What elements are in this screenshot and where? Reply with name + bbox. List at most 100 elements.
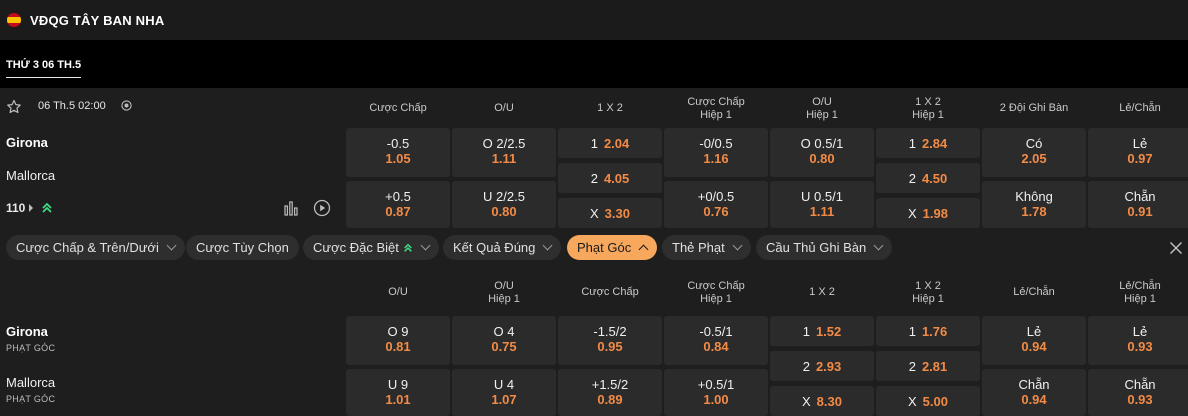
filter-special-bets[interactable]: Cược Đặc Biệt [303, 235, 439, 260]
odds-value: 2.84 [921, 135, 948, 151]
odds-cell[interactable]: 1 1.76 [876, 316, 980, 346]
outcome-label: Chẵn [1124, 189, 1156, 204]
odds-value: 8.30 [816, 393, 842, 409]
column-header: O/U Hiệp 1 [806, 96, 838, 121]
odds-cell[interactable]: 1 2.04 [558, 128, 662, 158]
spain-flag-icon [7, 13, 21, 27]
odds-cell[interactable]: 2 4.05 [558, 163, 662, 193]
odds-cell[interactable]: -0/0.5 1.16 [664, 128, 768, 177]
odds-cell[interactable]: 2 4.50 [876, 163, 980, 193]
odds-cell[interactable]: O 9 0.81 [346, 316, 450, 365]
chevron-down-icon [166, 240, 177, 251]
odds-cell[interactable]: Chẵn 0.94 [982, 369, 1086, 416]
column-header: Lẻ/Chẵn [1013, 286, 1055, 298]
league-header: VĐQG TÂY BAN NHA [0, 0, 1188, 40]
outcome-label: 1 [802, 323, 810, 339]
filter-bookings[interactable]: Thẻ Phạt [662, 235, 751, 260]
odds-cell[interactable]: Lẻ 0.93 [1088, 316, 1188, 365]
stats-icon[interactable] [283, 200, 299, 216]
odds-cell[interactable]: 1 1.52 [770, 316, 874, 346]
close-icon[interactable] [1169, 241, 1183, 255]
odds-cell[interactable]: X 8.30 [770, 386, 874, 416]
filter-label: Cược Đặc Biệt [313, 240, 399, 255]
odds-cell[interactable]: Lẻ 0.97 [1088, 128, 1188, 177]
outcome-label: +1.5/2 [591, 377, 629, 392]
odds-value: 2.05 [1021, 151, 1047, 166]
league-title: VĐQG TÂY BAN NHA [30, 12, 165, 28]
outcome-label: 1 [590, 135, 598, 151]
column-header: Cược Chấp Hiệp 1 [687, 96, 745, 121]
date-tab[interactable]: THỨ 3 06 TH.5 [6, 59, 82, 78]
home-team: Girona [6, 135, 48, 150]
odds-cell[interactable]: -1.5/2 0.95 [558, 316, 662, 365]
outcome-label: 2 [590, 170, 598, 186]
odds-cell[interactable]: +1.5/2 0.89 [558, 369, 662, 416]
odds-value: 0.93 [1127, 339, 1153, 354]
odds-cell[interactable]: Chẵn 0.91 [1088, 181, 1188, 228]
odds-cell[interactable]: +0.5/1 1.00 [664, 369, 768, 416]
more-markets-button[interactable]: 110 [6, 201, 53, 215]
outcome-label: U 4 [493, 377, 515, 392]
odds-cell[interactable]: -0.5/1 0.84 [664, 316, 768, 365]
outcome-label: U 2/2.5 [483, 189, 525, 204]
odds-cell[interactable]: Chẵn 0.93 [1088, 369, 1188, 416]
odds-cell[interactable]: X 5.00 [876, 386, 980, 416]
odds-value: 0.95 [597, 339, 623, 354]
odds-cell[interactable]: -0.5 1.05 [346, 128, 450, 177]
column-header: O/U [494, 102, 514, 114]
odds-cell[interactable]: 2 2.93 [770, 351, 874, 381]
odds-cell[interactable]: U 0.5/1 1.11 [770, 181, 874, 228]
odds-cell[interactable]: X 1.98 [876, 198, 980, 228]
match-row: 06 Th.5 02:00 Girona Mallorca 110 Cược C… [0, 88, 1188, 232]
outcome-label: Có [1025, 136, 1043, 151]
filter-correct-score[interactable]: Kết Quả Đúng [443, 235, 562, 260]
odds-value: 5.00 [922, 393, 948, 409]
odds-cell[interactable]: O 4 0.75 [452, 316, 556, 365]
odds-value: 1.11 [491, 151, 517, 166]
odds-cell[interactable]: Có 2.05 [982, 128, 1086, 177]
odds-cell[interactable]: 1 2.84 [876, 128, 980, 158]
odds-cell[interactable]: X 3.30 [558, 198, 662, 228]
corners-away-team: Mallorca [6, 375, 56, 390]
column-header: Cược Chấp Hiệp 1 [687, 280, 745, 305]
boost-arrows-icon [403, 243, 412, 252]
filter-label: Cược Chấp & Trên/Dưới [16, 240, 159, 255]
kickoff-time: 06 Th.5 02:00 [38, 100, 106, 112]
odds-cell[interactable]: O 0.5/1 0.80 [770, 128, 874, 177]
outcome-label: X [590, 205, 599, 221]
odds-value: 4.05 [603, 170, 630, 186]
odds-value: 0.93 [1127, 392, 1153, 407]
outcome-label: +0.5/1 [697, 377, 735, 392]
odds-value: 1.52 [815, 323, 842, 339]
odds-value: 1.16 [703, 151, 729, 166]
odds-value: 0.84 [703, 339, 729, 354]
filter-label: Cầu Thủ Ghi Bàn [766, 240, 867, 255]
odds-cell[interactable]: 2 2.81 [876, 351, 980, 381]
odds-value: 0.91 [1127, 204, 1153, 219]
outcome-label: 1 [908, 135, 916, 151]
odds-cell[interactable]: U 9 1.01 [346, 369, 450, 416]
odds-value: 0.76 [703, 204, 729, 219]
odds-value: 0.81 [385, 339, 411, 354]
outcome-label: Lẻ [1132, 324, 1148, 339]
odds-cell[interactable]: O 2/2.5 1.11 [452, 128, 556, 177]
odds-cell[interactable]: U 2/2.5 0.80 [452, 181, 556, 228]
filter-goalscorer[interactable]: Cầu Thủ Ghi Bàn [756, 235, 893, 260]
odds-cell[interactable]: +0.5 0.87 [346, 181, 450, 228]
filter-custom-bets[interactable]: Cược Tùy Chọn [186, 235, 299, 260]
column-header: O/U Hiệp 1 [488, 280, 520, 305]
outcome-label: Chẵn [1018, 377, 1050, 392]
corners-home-sub: PHẠT GÓC [6, 343, 56, 353]
odds-cell[interactable]: Lẻ 0.94 [982, 316, 1086, 365]
filter-corners[interactable]: Phạt Góc [567, 235, 658, 260]
filter-handicap-ou[interactable]: Cược Chấp & Trên/Dưới [6, 235, 185, 260]
odds-cell[interactable]: U 4 1.07 [452, 369, 556, 416]
odds-cell[interactable]: Không 1.78 [982, 181, 1086, 228]
column-header: Lẻ/Chẵn [1119, 102, 1161, 114]
odds-cell[interactable]: +0/0.5 0.76 [664, 181, 768, 228]
outcome-label: 1 [908, 323, 916, 339]
odds-value: 1.78 [1021, 204, 1047, 219]
live-stream-icon[interactable] [313, 199, 331, 217]
favorite-star-icon[interactable] [6, 99, 22, 115]
odds-value: 2.81 [921, 358, 948, 374]
